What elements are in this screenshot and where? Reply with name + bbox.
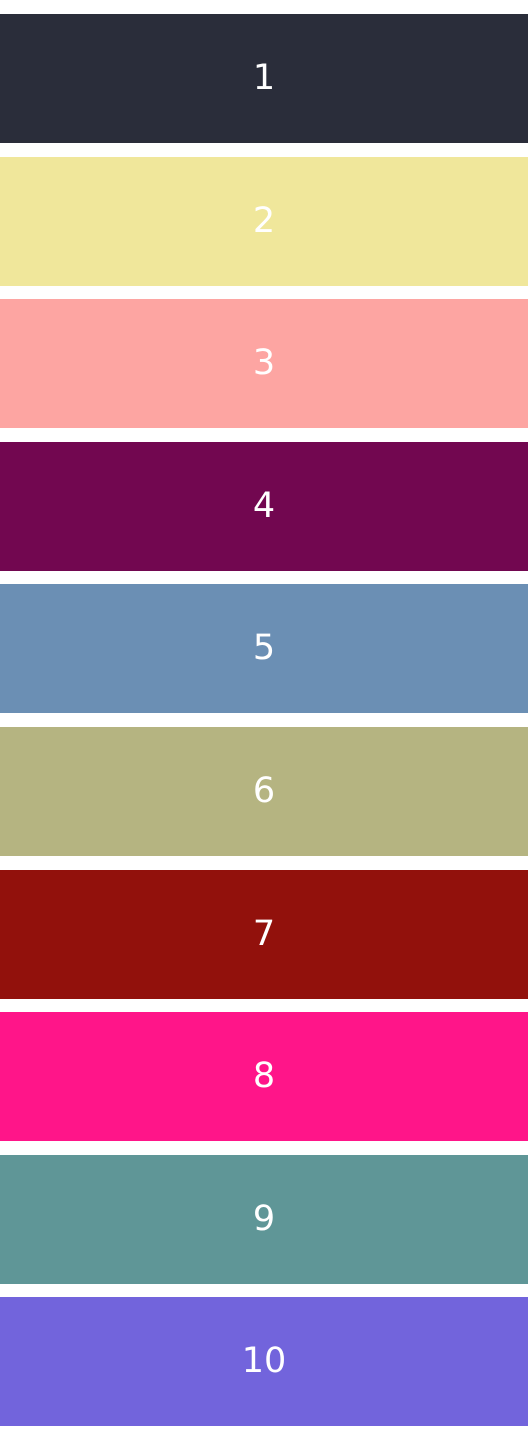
- color-swatch-2: 2: [0, 156, 528, 286]
- swatch-number: 1: [252, 58, 276, 98]
- swatch-number: 4: [252, 485, 276, 526]
- color-swatch-list: 1 2 3 4 5 6 7 8 9 10: [0, 14, 528, 1440]
- swatch-number: 2: [252, 200, 276, 241]
- color-swatch-7: 7: [0, 869, 528, 999]
- swatch-number: 5: [252, 628, 276, 669]
- color-swatch-1: 1: [0, 14, 528, 143]
- color-swatch-6: 6: [0, 726, 528, 856]
- swatch-number: 6: [252, 770, 276, 811]
- swatch-number: 3: [252, 343, 276, 384]
- color-swatch-8: 8: [0, 1012, 528, 1142]
- color-swatch-5: 5: [0, 584, 528, 714]
- color-swatch-10: 10: [0, 1297, 528, 1427]
- color-swatch-4: 4: [0, 441, 528, 571]
- swatch-number: 8: [252, 1056, 276, 1097]
- color-swatch-9: 9: [0, 1154, 528, 1284]
- color-swatch-3: 3: [0, 299, 528, 429]
- swatch-number: 10: [241, 1341, 287, 1382]
- swatch-number: 9: [252, 1198, 276, 1239]
- swatch-number: 7: [252, 913, 276, 954]
